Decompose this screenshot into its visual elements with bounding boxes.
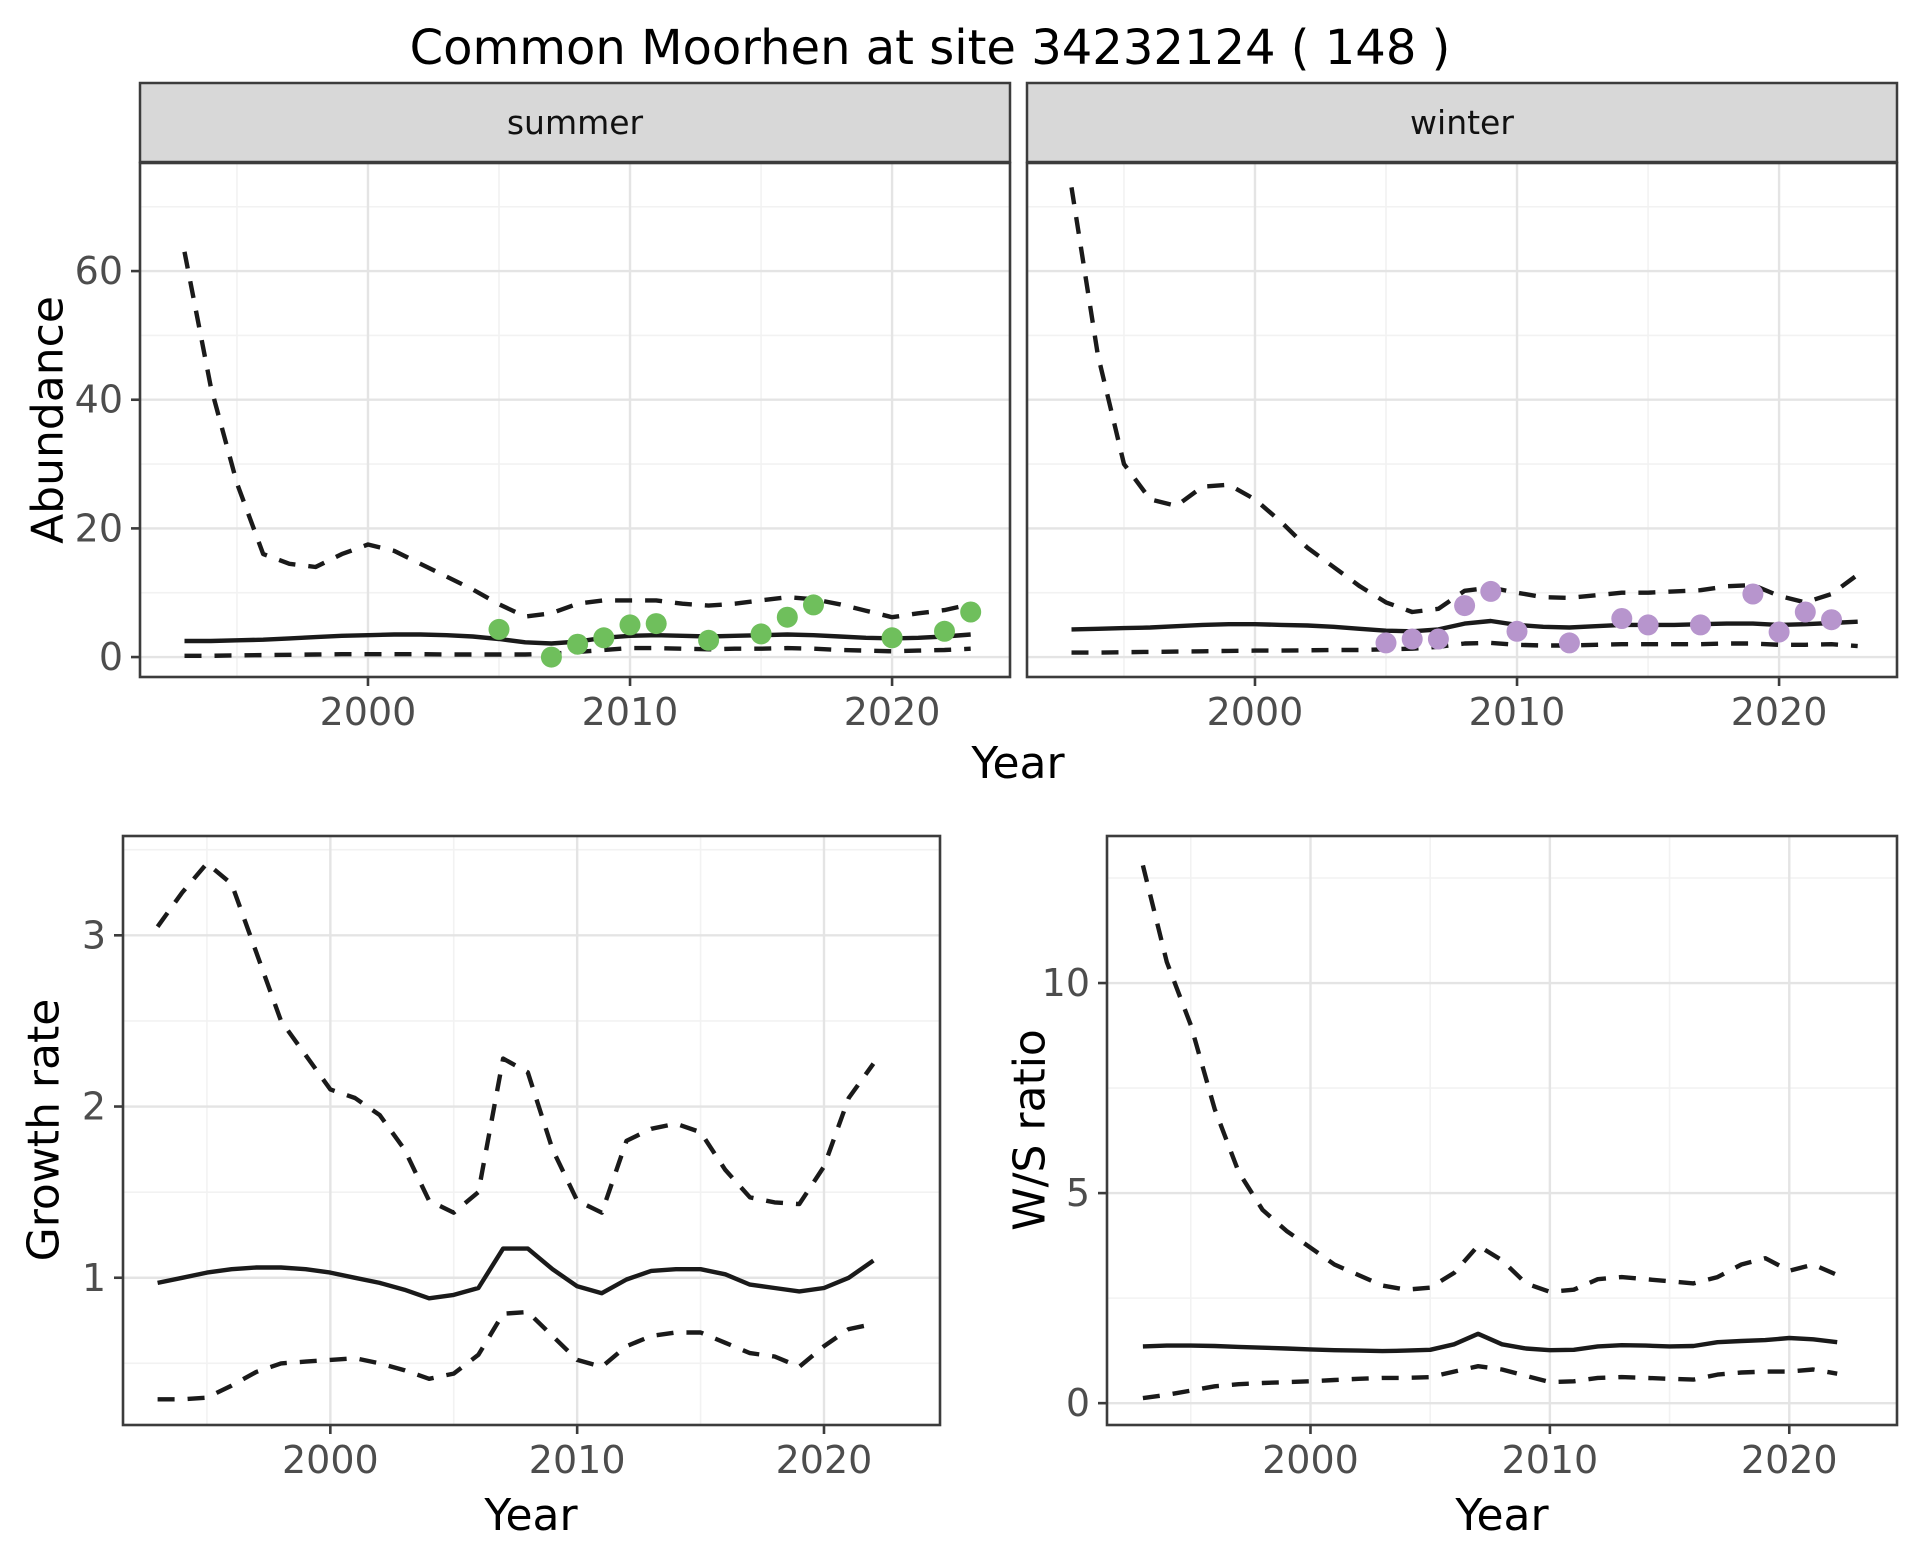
x-tick-label: 2010: [1469, 690, 1566, 734]
panel-ws: 2000 2010 2020 0 5 10: [1042, 834, 1899, 1482]
x-tick-label: 2010: [1502, 1438, 1599, 1482]
facet-strip-winter: [1025, 81, 1899, 164]
winter-observation-point: [1401, 628, 1423, 650]
winter-observation-point: [1742, 583, 1764, 605]
winter-observation-point: [1506, 620, 1528, 642]
summer-observation-point: [750, 623, 772, 645]
y-tick-label: 20: [75, 506, 123, 550]
chart-title: Common Moorhen at site 34232124 ( 148 ): [410, 20, 1451, 76]
y-tick-label: 40: [75, 378, 123, 422]
x-axis-title-top: Year: [970, 738, 1065, 789]
facet-strip-summer: [138, 81, 1012, 164]
growth-mean-line: [157, 1246, 875, 1301]
summer-observation-point: [567, 633, 589, 655]
ws-mean-line: [1142, 1331, 1838, 1354]
x-tick-label: 2000: [1262, 1438, 1359, 1482]
summer-observation-point: [540, 646, 562, 668]
y-axis-title-ws-ratio: W/S ratio: [1005, 1029, 1056, 1231]
x-tick-label: 2020: [1741, 1438, 1838, 1482]
summer-observation-point: [645, 613, 667, 635]
y-tick-label: 0: [99, 635, 123, 679]
winter-observation-point: [1768, 621, 1790, 643]
summer-observation-point: [803, 594, 824, 616]
x-tick-label: 2000: [1207, 690, 1304, 734]
winter-observation-point: [1480, 580, 1502, 602]
x-tick-label: 2000: [282, 1438, 379, 1482]
summer-upper_ci-line: [182, 251, 972, 620]
winter-observation-point: [1611, 608, 1633, 629]
x-axis-title-growth: Year: [483, 1490, 578, 1541]
facet-label-summer: summer: [507, 103, 644, 142]
summer-observation-point: [881, 627, 903, 649]
winter-observation-point: [1375, 632, 1397, 654]
winter-observation-point: [1821, 609, 1842, 631]
summer-observation-point: [698, 629, 720, 651]
winter-observation-point: [1427, 628, 1449, 650]
summer-observation-point: [776, 606, 798, 628]
y-tick-label: 60: [75, 249, 123, 293]
winter-observation-point: [1558, 632, 1580, 654]
growth-lower_ci-line: [157, 1309, 874, 1402]
summer-observation-point: [934, 620, 955, 642]
panel-summer: 2000 2010 2020 0 20 40 60: [75, 161, 1012, 734]
winter-observation-point: [1454, 595, 1476, 617]
winter-mean-line: [1071, 618, 1858, 634]
x-tick-label: 2010: [529, 1438, 626, 1482]
facet-label-winter: winter: [1410, 103, 1514, 142]
y-tick-label: 2: [82, 1085, 106, 1129]
y-axis-title-growth-rate: Growth rate: [19, 999, 70, 1262]
x-tick-label: 2020: [776, 1438, 873, 1482]
summer-observation-point: [960, 601, 982, 623]
growth-upper_ci-line: [155, 861, 876, 1215]
y-tick-label: 3: [82, 913, 106, 957]
winter-upper_ci-line: [1069, 187, 1860, 615]
winter-observation-point: [1690, 614, 1711, 636]
ws-upper_ci-line: [1140, 864, 1839, 1294]
winter-lower_ci-line: [1071, 640, 1858, 655]
winter-observation-point: [1637, 614, 1659, 636]
y-axis-title-abundance: Abundance: [23, 296, 74, 544]
panel-growth: 2000 2010 2020 1 2 3: [82, 834, 942, 1482]
summer-observation-point: [593, 627, 615, 649]
y-tick-label: 10: [1042, 961, 1090, 1005]
x-tick-label: 2000: [320, 690, 417, 734]
y-tick-label: 0: [1066, 1381, 1090, 1425]
x-tick-label: 2020: [1731, 690, 1828, 734]
summer-observation-point: [488, 618, 510, 640]
panel-winter: 2000 2010 2020: [1025, 161, 1899, 734]
winter-observation-point: [1794, 601, 1816, 623]
x-tick-label: 2020: [844, 690, 941, 734]
y-tick-label: 1: [82, 1256, 106, 1300]
summer-observation-point: [619, 614, 641, 636]
x-axis-title-ws: Year: [1454, 1490, 1549, 1541]
y-tick-label: 5: [1066, 1171, 1090, 1215]
x-tick-label: 2010: [582, 690, 679, 734]
ws-lower_ci-line: [1142, 1364, 1838, 1401]
